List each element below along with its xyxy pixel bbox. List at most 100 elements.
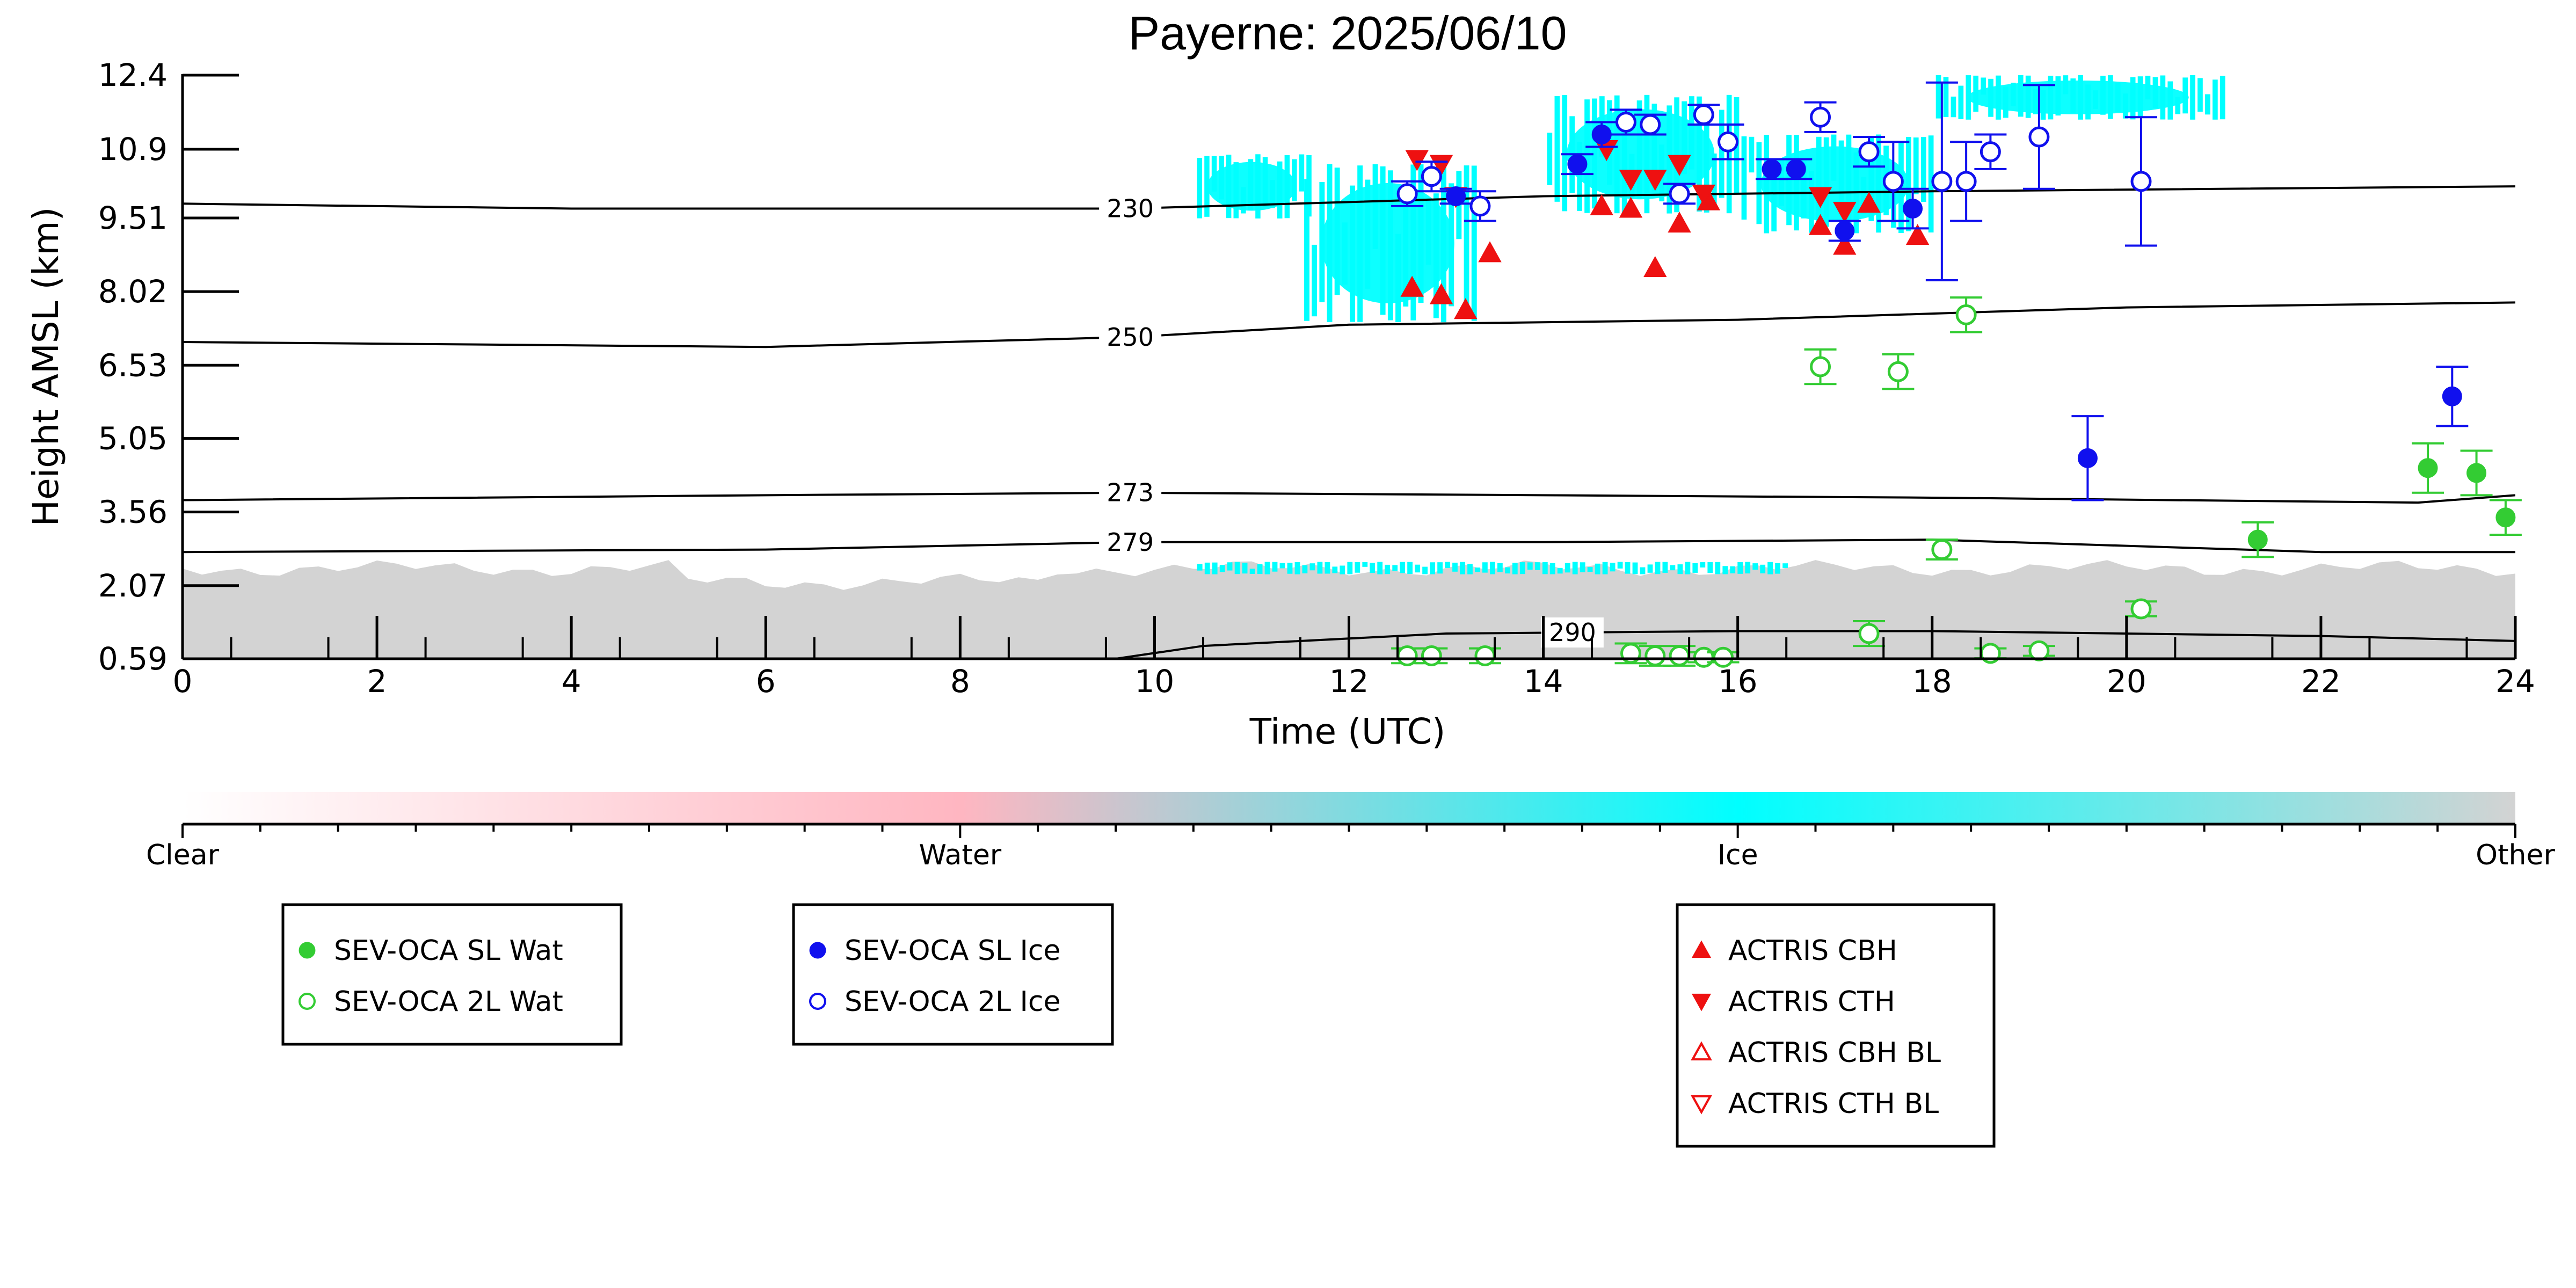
legend-label: SEV-OCA SL Wat xyxy=(334,935,563,967)
ice-streak xyxy=(1689,96,1694,170)
data-point xyxy=(1454,298,1478,319)
ice-streak xyxy=(1234,562,1240,574)
data-point xyxy=(1858,623,1880,644)
ice-streak xyxy=(1636,100,1642,198)
data-point xyxy=(1669,645,1690,666)
ice-streak xyxy=(1249,569,1255,574)
contour-label-bg xyxy=(1099,527,1162,557)
ice-streak xyxy=(1906,137,1911,231)
ice-streak xyxy=(1737,562,1743,574)
data-point xyxy=(2130,171,2152,192)
series-actris-cbh xyxy=(1400,189,1930,319)
legend-box: SEV-OCA SL Ice SEV-OCA 2L Ice xyxy=(792,903,1114,1046)
x-tick-label: 24 xyxy=(2495,663,2535,700)
ice-streak xyxy=(1547,133,1553,185)
legend-marker xyxy=(809,993,826,1010)
ice-streak xyxy=(1801,158,1807,219)
ice-streak xyxy=(1497,563,1503,572)
data-point xyxy=(1955,304,1977,325)
ice-streak xyxy=(1380,166,1386,315)
ice-streak xyxy=(1771,158,1777,231)
ice-streak xyxy=(1347,562,1353,574)
legend-box: SEV-OCA SL Wat SEV-OCA 2L Wat xyxy=(281,903,623,1046)
x-tick-label: 20 xyxy=(2107,663,2146,700)
y-tick-label: 8.02 xyxy=(98,273,168,310)
contour-label: 273 xyxy=(1107,478,1154,507)
data-point xyxy=(1668,155,1691,176)
data-point xyxy=(1786,159,1806,179)
ice-streak xyxy=(1951,96,1956,118)
ice-streak xyxy=(1928,135,1934,232)
series-sev-oca-sl-wat xyxy=(2242,442,2522,558)
ice-streak xyxy=(1816,136,1822,233)
ice-streak xyxy=(1441,164,1446,323)
contour-line xyxy=(183,185,2515,210)
ice-streak xyxy=(2213,79,2218,120)
ice-streak xyxy=(1212,562,1218,574)
ice-streak xyxy=(1741,136,1747,220)
ice-streak xyxy=(1674,97,1679,213)
ice-streak xyxy=(1670,565,1676,571)
ice-streak xyxy=(2100,76,2106,115)
data-point xyxy=(1396,183,1418,205)
ice-streak xyxy=(1292,159,1297,201)
ice-streak xyxy=(1685,562,1691,574)
ice-streak xyxy=(2018,75,2024,117)
ice-streak xyxy=(1584,99,1590,213)
x-tick-label: 22 xyxy=(2301,663,2341,700)
ice-streak xyxy=(1284,155,1290,219)
ice-streak xyxy=(2040,90,2046,120)
ice-streak xyxy=(1592,98,1597,209)
data-point xyxy=(1590,194,1613,215)
ice-streak xyxy=(1943,77,1949,118)
colorbar-label: Other xyxy=(2476,839,2555,871)
ice-streak xyxy=(1958,85,1964,119)
ice-streak xyxy=(1355,562,1360,573)
ice-streak xyxy=(1227,562,1233,571)
data-point xyxy=(2130,598,2152,620)
ice-streak xyxy=(1595,563,1600,574)
ice-streak xyxy=(1272,562,1278,572)
legend-marker xyxy=(1691,1095,1712,1115)
ice-streak xyxy=(1913,137,1919,194)
ice-streak xyxy=(1319,181,1325,302)
ice-streak xyxy=(1262,157,1268,207)
ice-streak xyxy=(1464,165,1469,305)
ice-streak xyxy=(2220,76,2225,120)
ice-streak xyxy=(1312,244,1318,317)
ice-streak xyxy=(1395,234,1401,322)
ice-streak xyxy=(2085,84,2091,120)
ice-streak xyxy=(1920,137,1926,202)
ice-streak xyxy=(1722,566,1728,574)
ice-streak xyxy=(2070,78,2076,113)
legend-label: SEV-OCA SL Ice xyxy=(845,935,1060,967)
ice-streak xyxy=(1704,105,1709,213)
ice-streak xyxy=(2130,77,2136,120)
ice-streak xyxy=(1794,135,1799,231)
y-tick-label: 9.51 xyxy=(98,200,168,236)
x-axis-label: Time (UTC) xyxy=(1249,711,1446,752)
data-point xyxy=(1835,221,1855,241)
series-actris-cth xyxy=(1405,140,1857,223)
ice-streak xyxy=(1403,200,1409,307)
ice-streak xyxy=(1715,562,1721,574)
ice-streak xyxy=(1981,77,1986,95)
ice-streak xyxy=(1831,134,1837,181)
ice-streak xyxy=(1719,110,1724,198)
data-point xyxy=(1643,256,1667,277)
ice-streak xyxy=(1542,562,1548,574)
ice-streak xyxy=(1309,563,1315,571)
data-point xyxy=(1762,159,1782,179)
data-point xyxy=(2466,463,2487,483)
ice-streak xyxy=(1433,193,1439,318)
ice-streak xyxy=(1655,562,1661,574)
data-point xyxy=(1474,645,1496,666)
ice-streak xyxy=(1644,94,1650,214)
ice-streak xyxy=(1264,562,1270,574)
data-point xyxy=(1643,170,1667,191)
data-point xyxy=(1718,131,1739,152)
y-tick-label: 6.53 xyxy=(98,347,168,383)
ice-streak xyxy=(1449,183,1454,307)
legend-marker xyxy=(299,993,316,1010)
